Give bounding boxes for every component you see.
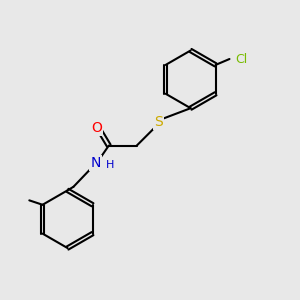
Text: N: N (90, 156, 101, 170)
Text: S: S (154, 115, 163, 129)
Text: H: H (106, 160, 114, 170)
Text: Cl: Cl (236, 52, 247, 65)
Text: O: O (91, 121, 102, 135)
